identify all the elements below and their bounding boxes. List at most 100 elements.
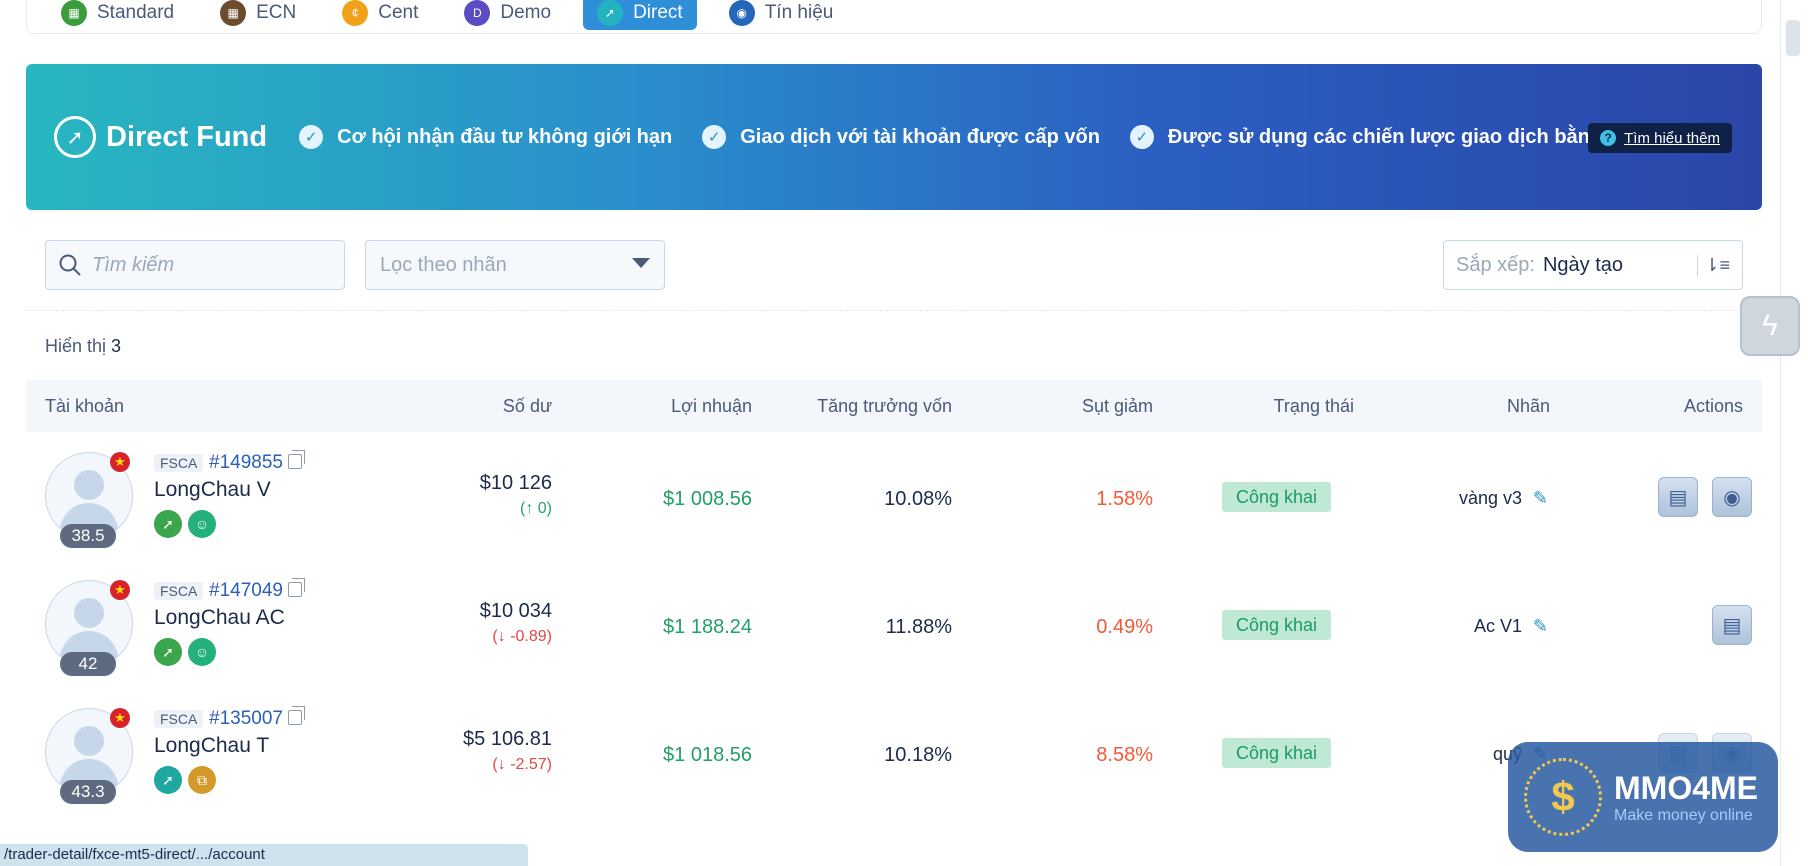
header-drawdown: Sụt giảm [1081,396,1153,416]
copy-icon[interactable] [288,450,305,469]
divider [26,310,1762,311]
tab-standard[interactable]: ▦ Standard [47,0,188,30]
header-profit: Lợi nhuận [671,396,752,416]
quick-action-widget[interactable]: ϟ [1740,296,1800,356]
account-id-link[interactable]: #149855 [209,452,283,473]
scrollbar-track[interactable] [1780,0,1808,866]
balance-value: $5 106.81 [463,728,552,750]
rocket-icon: ➚ [54,116,96,158]
feature-text: Giao dịch với tài khoản được cấp vốn [740,125,1100,148]
drawdown-value: 0.49% [1096,616,1153,638]
header-status: Trạng thái [1273,396,1354,416]
sort-label: Sắp xếp: [1456,253,1535,276]
copy-icon[interactable] [288,578,305,597]
learn-more-button[interactable]: ? Tìm hiểu thêm [1588,123,1732,153]
header-actions: Actions [1683,396,1743,416]
chevron-down-icon [632,258,650,268]
account-badges: ➚ ☺ [154,510,216,538]
profit-value: $1 188.24 [663,616,752,638]
tab-ecn[interactable]: ▦ ECN [206,0,310,30]
feature-text: Cơ hội nhận đầu tư không giới hạn [337,125,673,148]
banner-feature: ✓ Cơ hội nhận đầu tư không giới hạn [299,125,672,149]
watermark-logo: $ MMO4ME Make money online [1508,742,1778,852]
table-row[interactable]: ★ 38.5 FSCA #149855 LongChau V ➚ ☺ $10 1… [26,432,1762,561]
drawdown-value: 1.58% [1096,488,1153,510]
header-tag: Nhãn [1506,396,1550,416]
learn-more-label: Tìm hiểu thêm [1624,129,1720,147]
profit-value: $1 018.56 [663,744,752,766]
broker-badge: FSCA [154,710,204,728]
trader-score: 42 [60,652,116,676]
robot-icon: ☺ [188,638,216,666]
edit-icon[interactable]: ✎ [1532,616,1548,636]
report-button[interactable]: ▤ [1658,477,1698,517]
account-id-link[interactable]: #147049 [209,580,283,601]
balance-value: $10 034 [479,600,552,622]
status-badge: Công khai [1222,738,1332,768]
robot-icon: ☺ [188,510,216,538]
sort-value: Ngày tạo [1542,253,1624,276]
account-badges: ➚ ☺ [154,638,216,666]
table-header: Tài khoản Số dư Lợi nhuận Tăng trưởng vố… [26,380,1762,432]
balance-delta: (↑ 0) [520,500,552,517]
account-name[interactable]: LongChau T [154,734,270,757]
signal-button[interactable]: ◉ [1712,477,1752,517]
edit-icon[interactable]: ✎ [1532,488,1548,508]
lightning-icon: ϟ [1762,309,1778,342]
account-badges: ➚ ⧉ [154,766,216,794]
count-value: 3 [111,336,122,356]
label-filter-select[interactable]: Lọc theo nhãn [365,240,665,290]
tab-direct[interactable]: ➚ Direct [583,0,697,30]
banner-feature: ✓ Giao dịch với tài khoản được cấp vốn [702,125,1100,149]
header-growth: Tăng trưởng vốn [817,396,952,416]
check-icon: ✓ [1129,125,1154,149]
table-row[interactable]: ★ 43.3 FSCA #135007 LongChau T ➚ ⧉ $5 10… [26,688,1762,816]
sort-select[interactable]: Sắp xếp: Ngày tạo ⇂≡ [1443,240,1743,290]
growth-value: 10.18% [884,744,952,766]
header-account: Tài khoản [45,396,125,416]
report-button[interactable]: ▤ [1712,605,1752,645]
divider [1697,255,1698,277]
scrollbar-thumb[interactable] [1786,20,1800,56]
rocket-icon: ➚ [154,766,182,794]
ecn-icon: ▦ [220,0,247,26]
search-input[interactable] [90,252,334,278]
direct-fund-banner: ➚ Direct Fund ✓ Cơ hội nhận đầu tư không … [26,64,1762,210]
tab-demo[interactable]: D Demo [450,0,565,30]
copy-icon[interactable] [288,706,305,725]
balance-delta: (↓ -2.57) [492,756,552,773]
search-field[interactable] [45,240,345,290]
tab-signals[interactable]: ◉ Tín hiệu [715,0,848,30]
broker-badge: FSCA [154,454,204,472]
vietnam-flag-icon: ★ [110,452,130,472]
demo-icon: D [464,0,491,26]
header-balance: Số dư [502,396,552,416]
signal-icon: ◉ [728,0,755,26]
tab-label: Tín hiệu [764,2,834,23]
account-name[interactable]: LongChau AC [154,606,285,629]
standard-icon: ▦ [61,0,87,26]
dollar-icon: $ [1524,758,1602,836]
copy-trade-icon: ⧉ [188,766,216,794]
search-icon [59,254,81,276]
account-id-link[interactable]: #135007 [209,708,283,729]
profit-value: $1 008.56 [663,488,752,510]
status-badge: Công khai [1222,482,1332,512]
check-icon: ✓ [299,125,324,149]
account-name[interactable]: LongChau V [154,478,271,501]
trader-score: 38.5 [60,524,116,548]
sort-icon[interactable]: ⇂≡ [1704,255,1730,275]
trader-score: 43.3 [60,780,116,804]
tab-label: Demo [500,2,552,23]
watermark-title: MMO4ME [1614,769,1758,806]
status-badge: Công khai [1222,610,1332,640]
table-row[interactable]: ★ 42 FSCA #147049 LongChau AC ➚ ☺ $10 03… [26,560,1762,689]
tab-cent[interactable]: ¢ Cent [328,0,432,30]
tab-label: Direct [633,2,683,23]
vietnam-flag-icon: ★ [110,708,130,728]
balance-delta: (↓ -0.89) [492,628,552,645]
growth-value: 10.08% [884,488,952,510]
tab-label: Cent [378,2,419,23]
feature-text: Được sử dụng các chiến lược giao dịch bằ… [1167,125,1636,148]
